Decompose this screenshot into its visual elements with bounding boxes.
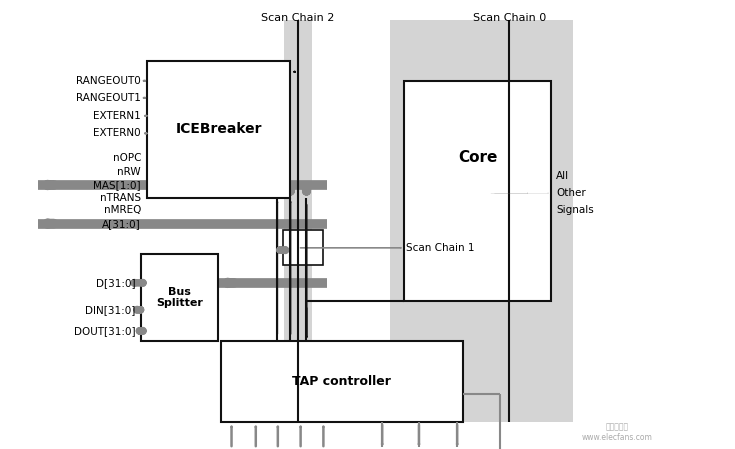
Text: DIN[31:0]: DIN[31:0] (85, 305, 135, 315)
Text: nMREQ: nMREQ (104, 205, 141, 215)
Bar (495, 20, 523, 422)
Text: All: All (556, 171, 570, 181)
Text: 电子发烧友
www.elecfans.com: 电子发烧友 www.elecfans.com (582, 422, 653, 442)
Text: Other: Other (556, 188, 586, 198)
Text: nTRANS: nTRANS (100, 193, 141, 202)
Bar (220, 341, 463, 422)
Text: ICEBreaker: ICEBreaker (176, 122, 262, 136)
Bar (283, 230, 323, 265)
Text: nOPC: nOPC (112, 153, 141, 163)
Text: Core: Core (458, 150, 498, 165)
Text: EXTERN1: EXTERN1 (93, 111, 141, 121)
Text: EXTERN0: EXTERN0 (93, 128, 141, 138)
Text: DOUT[31:0]: DOUT[31:0] (74, 326, 135, 336)
Text: A[31:0]: A[31:0] (102, 219, 141, 229)
Bar (404, 81, 551, 301)
Bar (390, 20, 573, 422)
Text: D[31:0]: D[31:0] (96, 278, 135, 288)
Text: RANGEOUT1: RANGEOUT1 (76, 93, 141, 103)
Text: MAS[1:0]: MAS[1:0] (93, 180, 141, 190)
Text: Bus
Splitter: Bus Splitter (157, 286, 203, 308)
Text: RANGEOUT0: RANGEOUT0 (76, 76, 141, 86)
Text: TAP controller: TAP controller (293, 375, 391, 388)
Text: nRW: nRW (118, 167, 141, 176)
Bar (141, 254, 218, 341)
Text: Scan Chain 2: Scan Chain 2 (261, 13, 334, 23)
Text: Scan Chain 0: Scan Chain 0 (473, 13, 546, 23)
Text: Signals: Signals (556, 205, 594, 215)
Bar (284, 20, 312, 422)
Text: Scan Chain 1: Scan Chain 1 (406, 243, 475, 253)
Bar (147, 61, 290, 198)
